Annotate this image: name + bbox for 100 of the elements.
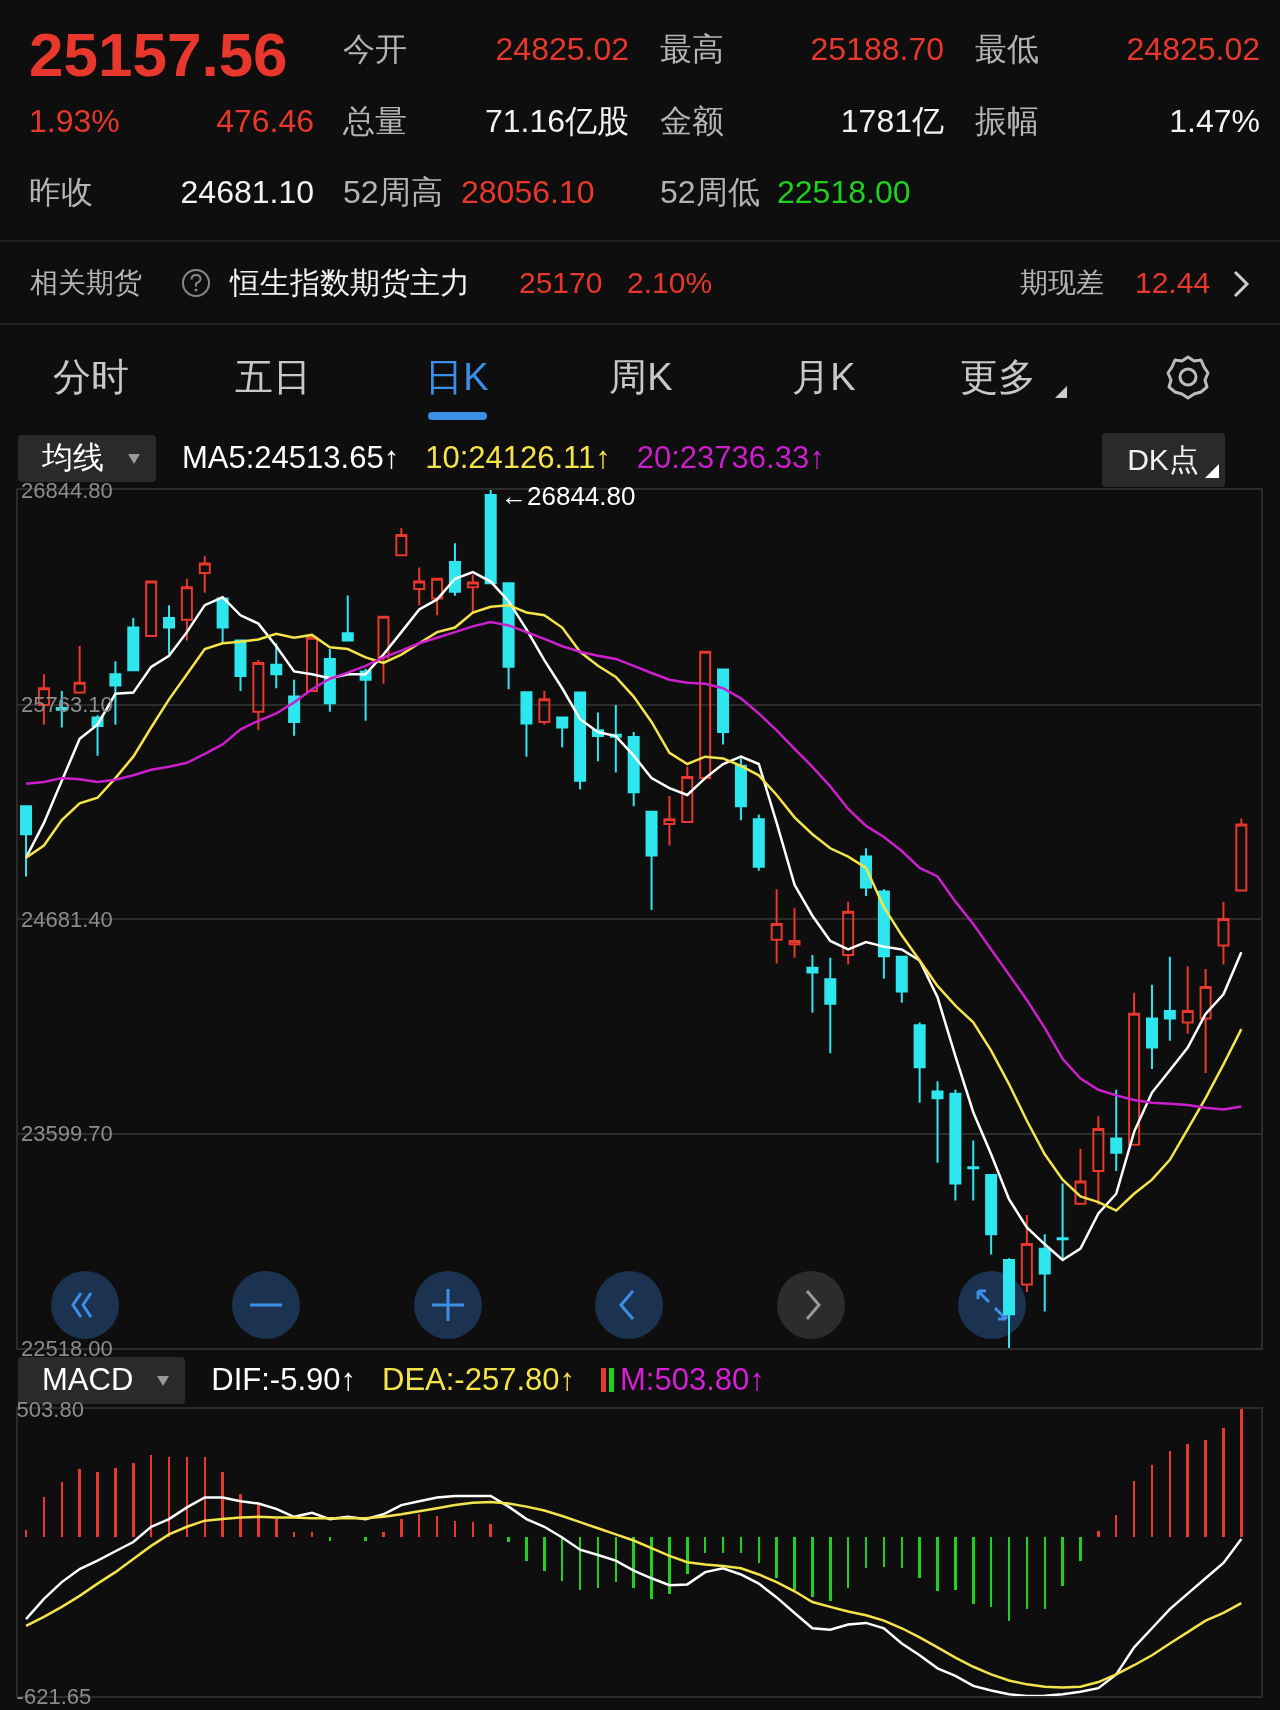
text: 24825.02 [495, 31, 629, 67]
y-tick-label: 22518.00 [21, 1335, 113, 1361]
candlestick [448, 542, 461, 597]
text: 今开 [343, 31, 407, 67]
text: 相关期货 [30, 267, 142, 298]
bar [114, 1468, 117, 1538]
bar [1061, 1537, 1064, 1586]
y-tick-label: 23599.70 [21, 1121, 113, 1147]
candlestick [1056, 1182, 1069, 1261]
candlestick [717, 668, 730, 746]
candlestick [1074, 1147, 1087, 1206]
text: 1.93% [29, 103, 120, 139]
bar [489, 1524, 492, 1538]
candlestick [538, 690, 551, 726]
candlestick [556, 716, 569, 749]
candlestick [1128, 991, 1141, 1146]
candlestick [1145, 983, 1158, 1070]
text: 1781亿 [840, 103, 944, 139]
bar [918, 1537, 921, 1579]
text: DIF:-5.90↑ [211, 1362, 356, 1398]
legend-title: MACD [42, 1362, 134, 1397]
text: 476.46 [216, 103, 314, 139]
candlestick [216, 597, 229, 645]
candlestick [20, 805, 33, 878]
text: DK点 [1127, 443, 1199, 476]
text: 20:23736.33↑ [636, 440, 825, 476]
text: 周K [609, 356, 673, 398]
candlestick [127, 617, 140, 672]
bar [1097, 1530, 1100, 1538]
candlestick [252, 659, 265, 732]
candlestick [931, 1080, 944, 1164]
candlestick [663, 794, 676, 847]
bar [811, 1537, 814, 1598]
candlestick [1110, 1088, 1123, 1173]
candlestick [502, 582, 515, 691]
candlestick [520, 691, 533, 758]
text: 2.10% [627, 266, 713, 299]
text: 金额 [660, 103, 724, 139]
bar [507, 1537, 510, 1543]
bar [257, 1505, 260, 1538]
bar [1186, 1443, 1189, 1538]
bar [1240, 1409, 1243, 1538]
bar [221, 1472, 224, 1538]
text: 10:24126.11↑ [425, 440, 611, 476]
candlestick [806, 953, 819, 1014]
bar [96, 1472, 99, 1538]
candlestick [431, 577, 444, 617]
text: 12.44 [1135, 266, 1211, 299]
text: 71.16亿股 [484, 103, 629, 139]
y-tick-label: 24681.40 [21, 906, 113, 932]
text: 总量 [343, 103, 407, 139]
candlestick [305, 636, 318, 693]
bar [382, 1532, 385, 1538]
text: 52周高 [343, 174, 443, 210]
candlestick [270, 642, 283, 690]
candlestick [681, 765, 694, 823]
text: DEA:-257.80↑ [382, 1362, 575, 1398]
bar [686, 1537, 689, 1575]
candlestick [234, 639, 247, 693]
text: 28056.10 [461, 174, 595, 210]
candlestick [1199, 968, 1212, 1074]
bar [972, 1537, 975, 1604]
bar [936, 1537, 939, 1592]
text: 月K [792, 356, 856, 398]
bar [1079, 1537, 1082, 1561]
text: 25170 [519, 266, 603, 299]
text: 52周低 [660, 174, 760, 210]
bar [543, 1537, 546, 1571]
text: 25157.56 [29, 20, 288, 89]
text: 昨收 [29, 174, 93, 210]
candlestick [895, 955, 908, 1004]
legend-title: 均线 [42, 440, 104, 475]
candlestick [484, 490, 497, 585]
candlestick [145, 580, 158, 637]
bar [132, 1462, 135, 1538]
text: 24681.10 [180, 174, 314, 210]
text: 24825.02 [1126, 31, 1260, 67]
bar [328, 1537, 332, 1541]
candlestick [627, 731, 640, 808]
bar [525, 1537, 528, 1561]
candlestick [1003, 1257, 1016, 1348]
candlestick [1163, 955, 1176, 1042]
text: 最高 [660, 31, 724, 67]
candlestick [180, 577, 193, 642]
bar [829, 1537, 832, 1602]
text: 25188.70 [810, 31, 944, 67]
bar [650, 1537, 653, 1599]
candlestick [1092, 1115, 1105, 1206]
candlestick [413, 566, 426, 607]
candlestick [699, 650, 712, 780]
candlestick [752, 813, 765, 872]
candlestick [985, 1174, 998, 1256]
bar [364, 1537, 367, 1541]
text: MA5:24513.65↑ [182, 440, 400, 476]
candlestick [395, 527, 408, 557]
bar [954, 1537, 957, 1590]
bar [632, 1537, 635, 1589]
bar [78, 1468, 81, 1538]
candlestick [788, 907, 801, 959]
candlestick [377, 615, 390, 685]
